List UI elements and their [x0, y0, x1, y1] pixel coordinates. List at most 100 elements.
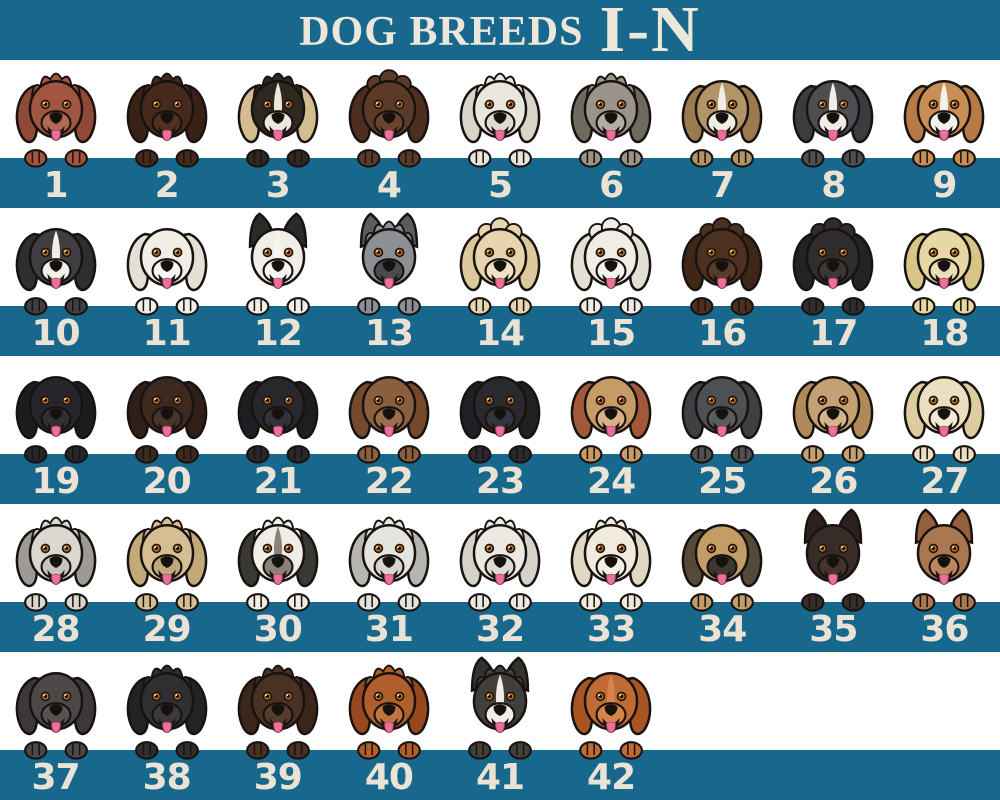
dog-cell-41: 41 [444, 652, 555, 800]
peeking-dog-icon [126, 664, 207, 760]
poster-title-range: I-N [599, 0, 701, 60]
peeking-dog-icon [459, 376, 541, 464]
peeking-dog-icon [15, 672, 96, 760]
dog-cell-16: 16 [667, 208, 778, 356]
dog-number: 2 [154, 165, 180, 207]
dog-cell-13: 13 [333, 208, 444, 356]
dog-number: 26 [809, 461, 858, 503]
dog-cell-12: 12 [222, 208, 333, 356]
dog-number: 13 [364, 313, 414, 355]
breed-row-4: 28 29 [0, 504, 1000, 652]
dog-number: 29 [142, 609, 192, 651]
dog-cell-6: 6 [556, 60, 667, 208]
dog-number: 18 [920, 313, 969, 355]
dog-number: 3 [265, 165, 291, 207]
dog-number: 30 [253, 609, 303, 651]
peeking-dog-icon [237, 376, 319, 464]
dog-number: 8 [821, 165, 846, 207]
dog-cell-37: 37 [0, 652, 111, 800]
dog-number: 37 [31, 757, 81, 799]
dog-number: 22 [364, 461, 414, 503]
dog-number: 1 [43, 165, 69, 207]
peeking-dog-icon [348, 69, 430, 168]
dog-number: 19 [31, 461, 81, 503]
dog-cell-21: 21 [222, 356, 333, 504]
peeking-dog-icon [245, 212, 310, 316]
dog-cell-1: 1 [0, 60, 111, 208]
breed-grid: 1 2 [0, 60, 1000, 800]
dog-cell-38: 38 [111, 652, 222, 800]
dog-number: 25 [698, 461, 747, 503]
dog-number: 39 [253, 757, 303, 799]
dog-cell-25: 25 [667, 356, 778, 504]
dog-number: 15 [587, 313, 636, 355]
peeking-dog-icon [904, 376, 985, 464]
dog-number: 38 [142, 757, 192, 799]
peeking-dog-icon [348, 376, 430, 464]
dog-cell-9: 9 [889, 60, 1000, 208]
peeking-dog-icon [126, 72, 207, 168]
peeking-dog-icon [237, 72, 319, 168]
peeking-dog-icon [681, 80, 763, 168]
dog-number: 21 [253, 461, 303, 503]
dog-cell-2: 2 [111, 60, 222, 208]
peeking-dog-icon [126, 516, 207, 612]
dog-cell-7: 7 [667, 60, 778, 208]
dog-number: 14 [475, 313, 525, 355]
dog-cell-35: 35 [778, 504, 889, 652]
dog-number: 34 [698, 609, 747, 651]
dog-cell-31: 31 [333, 504, 444, 652]
dog-number: 33 [587, 609, 636, 651]
dog-cell-18: 18 [889, 208, 1000, 356]
peeking-dog-icon [348, 516, 430, 612]
dog-number: 27 [920, 461, 969, 503]
dog-cell-28: 28 [0, 504, 111, 652]
peeking-dog-icon [459, 217, 541, 316]
dog-number: 11 [142, 313, 192, 355]
dog-cell-4: 4 [333, 60, 444, 208]
poster-title: DOG BREEDS [299, 9, 584, 55]
dog-number: 32 [475, 609, 525, 651]
dog-number: 40 [364, 757, 414, 799]
peeking-dog-icon [570, 376, 652, 464]
dog-cell-32: 32 [444, 504, 555, 652]
dog-number: 35 [809, 609, 858, 651]
peeking-dog-icon [681, 524, 763, 612]
dog-cell-39: 39 [222, 652, 333, 800]
dog-cell-3: 3 [222, 60, 333, 208]
peeking-dog-icon [904, 80, 985, 168]
peeking-dog-icon [459, 72, 541, 168]
dog-number: 20 [142, 461, 192, 503]
breed-row-1: 1 2 [0, 60, 1000, 208]
breed-row-5: 37 38 [0, 652, 1000, 800]
dog-number: 41 [475, 757, 525, 799]
title-banner: DOG BREEDS I-N [0, 0, 1000, 60]
peeking-dog-icon [15, 72, 96, 168]
dog-cell-11: 11 [111, 208, 222, 356]
dog-cell-29: 29 [111, 504, 222, 652]
dog-cell-19: 19 [0, 356, 111, 504]
dog-number: 28 [31, 609, 81, 651]
peeking-dog-icon [348, 664, 430, 760]
dog-cell-5: 5 [444, 60, 555, 208]
breed-row-3: 19 20 [0, 356, 1000, 504]
peeking-dog-icon [126, 228, 207, 316]
dog-cell-10: 10 [0, 208, 111, 356]
dog-cell-23: 23 [444, 356, 555, 504]
peeking-dog-icon [459, 516, 541, 612]
dog-cell-33: 33 [556, 504, 667, 652]
peeking-dog-icon [15, 228, 96, 316]
dog-number: 10 [31, 313, 81, 355]
dog-number: 36 [920, 609, 969, 651]
dog-number: 12 [253, 313, 303, 355]
dog-cell-24: 24 [556, 356, 667, 504]
dog-cell-30: 30 [222, 504, 333, 652]
dog-cell-14: 14 [444, 208, 555, 356]
dog-cell-40: 40 [333, 652, 444, 800]
dog-number: 6 [599, 165, 624, 207]
dog-cell-34: 34 [667, 504, 778, 652]
peeking-dog-icon [904, 228, 985, 316]
dog-number: 4 [376, 165, 402, 207]
breed-row-2: 10 11 [0, 208, 1000, 356]
